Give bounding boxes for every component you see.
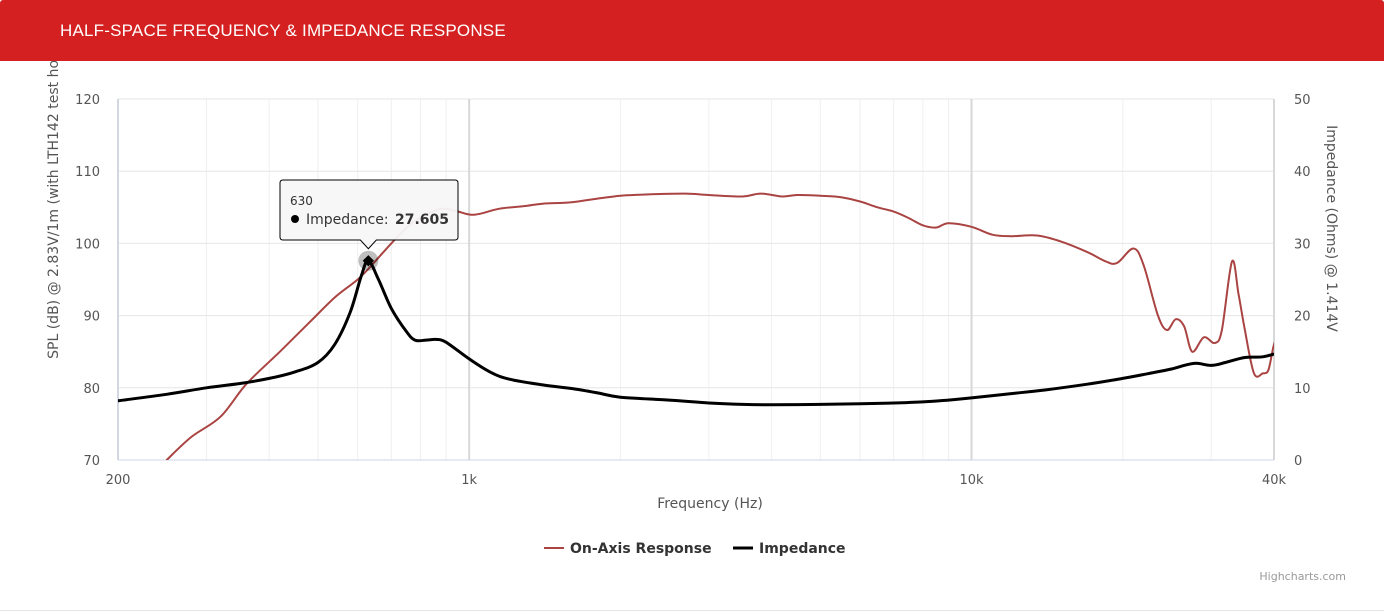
legend-label-on-axis-response: On-Axis Response <box>570 541 712 557</box>
right-tick-label: 0 <box>1294 454 1302 469</box>
right-tick-label: 40 <box>1294 165 1311 180</box>
major-gridlines <box>117 98 1275 461</box>
right-axis-ticks: 0 10 20 30 40 50 <box>1294 93 1311 469</box>
right-tick-label: 50 <box>1294 93 1311 108</box>
hover-marker <box>358 250 379 271</box>
legend: On-Axis Response Impedance <box>544 541 846 557</box>
x-tick-label: 40k <box>1262 473 1287 488</box>
bottom-divider <box>0 610 1384 611</box>
legend-item-impedance[interactable]: Impedance <box>733 541 846 557</box>
highcharts-credit-link[interactable]: Highcharts.com <box>1259 570 1346 583</box>
right-tick-label: 30 <box>1294 237 1311 252</box>
minor-gridlines <box>205 99 1212 460</box>
x-axis-ticks: 200 1k 10k 40k <box>106 473 1287 488</box>
left-tick-label: 110 <box>75 165 100 180</box>
panel-header: HALF-SPACE FREQUENCY & IMPEDANCE RESPONS… <box>0 0 1384 61</box>
left-tick-label: 100 <box>75 237 100 252</box>
tooltip-box <box>279 179 459 250</box>
left-tick-label: 90 <box>83 310 100 325</box>
x-tick-label: 10k <box>959 473 984 488</box>
series-line-impedance <box>118 259 1274 407</box>
hover-point-marker <box>362 255 374 267</box>
left-tick-label: 80 <box>83 382 100 397</box>
legend-item-on-axis-response[interactable]: On-Axis Response <box>544 541 712 557</box>
legend-label-impedance: Impedance <box>759 541 846 557</box>
x-axis-title: Frequency (Hz) <box>657 496 763 512</box>
tooltip-x-value: 630 <box>290 194 313 208</box>
tooltip: 630 Impedance: 27.605 <box>279 179 459 250</box>
panel-title: HALF-SPACE FREQUENCY & IMPEDANCE RESPONS… <box>60 21 506 40</box>
tooltip-series-dot <box>291 215 299 223</box>
left-tick-label: 70 <box>83 454 100 469</box>
x-tick-label: 200 <box>106 473 131 488</box>
tooltip-series-label: Impedance: <box>306 212 389 228</box>
right-tick-label: 10 <box>1294 382 1311 397</box>
right-axis-title: Impedance (Ohms) @ 1.414V <box>1323 125 1339 332</box>
x-tick-label: 1k <box>461 473 477 488</box>
tooltip-value: 27.605 <box>395 212 449 228</box>
left-axis-ticks: 70 80 90 100 110 120 <box>75 93 100 469</box>
left-tick-label: 120 <box>75 93 100 108</box>
left-axis-title: SPL (dB) @ 2.83V/1m (with LTH142 test ho… <box>46 61 62 359</box>
right-tick-label: 20 <box>1294 310 1311 325</box>
